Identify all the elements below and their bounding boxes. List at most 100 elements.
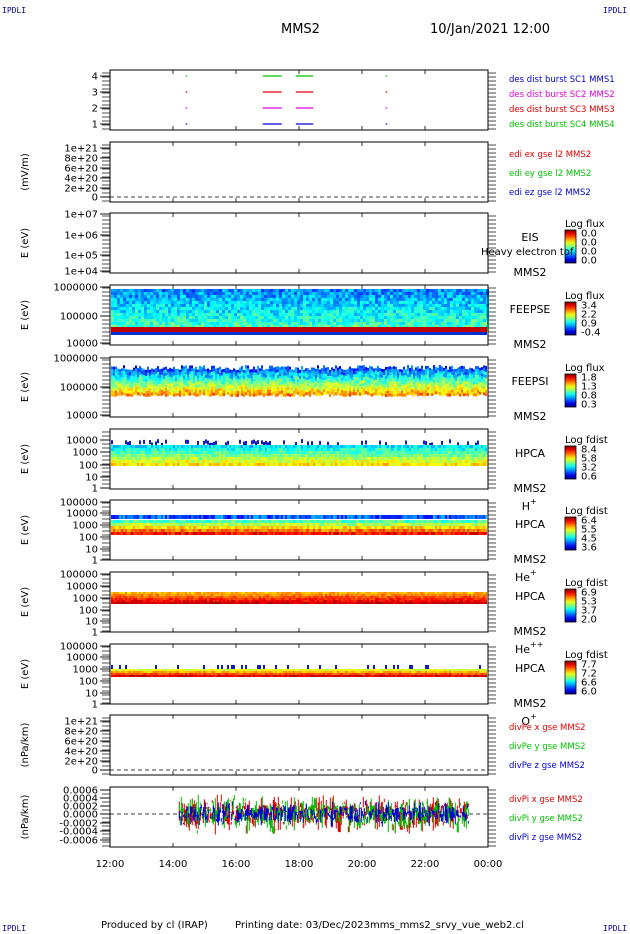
heatmap-cell	[231, 384, 233, 388]
heatmap-cell	[321, 316, 324, 319]
heatmap-cell	[151, 457, 153, 460]
heatmap-cell	[361, 368, 363, 372]
heatmap-cell	[485, 393, 487, 397]
heatmap-cell	[289, 457, 291, 460]
heatmap-cell	[193, 368, 195, 372]
heatmap-cell	[257, 377, 259, 381]
heatmap-cell	[231, 451, 233, 454]
heatmap-cell	[251, 440, 253, 445]
heatmap-cell	[237, 381, 239, 385]
heatmap-cell	[393, 372, 395, 376]
heatmap-cell	[125, 448, 127, 451]
heatmap-cell	[369, 380, 371, 384]
heatmap-cell	[117, 310, 120, 313]
heatmap-cell	[381, 304, 384, 307]
heatmap-cell	[468, 316, 471, 319]
heatmap-cell	[231, 313, 234, 316]
heatmap-cell	[240, 298, 243, 301]
heatmap-cell	[393, 316, 396, 319]
heatmap-cell	[135, 448, 137, 451]
heatmap-cell	[309, 298, 312, 301]
heatmap-cell	[441, 387, 443, 391]
heatmap-cell	[273, 289, 276, 292]
heatmap-cell	[229, 445, 231, 448]
heatmap-cell	[265, 448, 267, 451]
heatmap-cell	[393, 292, 396, 295]
heatmap-cell	[456, 307, 459, 310]
heatmap-cell	[389, 393, 391, 397]
heatmap-cell	[329, 460, 331, 463]
heatmap-cell	[209, 460, 211, 463]
heatmap-cell	[385, 448, 387, 451]
heatmap-cell	[261, 313, 264, 316]
heatmap-cell	[114, 322, 117, 325]
heatmap-cell	[441, 304, 444, 307]
heatmap-cell	[235, 384, 237, 388]
heatmap-cell	[469, 370, 471, 374]
heatmap-cell	[247, 383, 249, 387]
heatmap-cell	[393, 301, 396, 304]
heatmap-cell	[381, 292, 384, 295]
heatmap-cell	[198, 304, 201, 307]
heatmap-cell	[159, 451, 161, 454]
heatmap-cell	[341, 374, 343, 378]
heatmap-cell	[159, 322, 162, 325]
heatmap-cell	[229, 454, 231, 457]
heatmap-cell	[303, 304, 306, 307]
heatmap-cell	[119, 390, 121, 394]
heatmap-cell	[403, 451, 405, 454]
heatmap-cell	[147, 384, 149, 388]
heatmap-cell	[173, 390, 175, 394]
heatmap-cell	[275, 381, 277, 385]
heatmap-cell	[271, 454, 273, 457]
heatmap-cell	[409, 379, 411, 383]
heatmap-cell	[228, 307, 231, 310]
heatmap-cell	[253, 460, 255, 463]
heatmap-cell	[313, 373, 315, 377]
heatmap-cell	[258, 325, 261, 328]
heatmap-cell	[309, 381, 311, 385]
heatmap-cell	[401, 375, 403, 379]
heatmap-cell	[276, 298, 279, 301]
heatmap-cell	[239, 454, 241, 457]
heatmap-cell	[269, 440, 271, 445]
heatmap-cell	[483, 392, 485, 396]
heatmap-cell	[355, 368, 357, 372]
heatmap-cell	[318, 304, 321, 307]
y-tick-label: 1000000	[53, 283, 98, 294]
heatmap-cell	[455, 392, 457, 396]
heatmap-cell	[127, 393, 129, 397]
heatmap-cell	[251, 390, 253, 394]
heatmap-cell	[351, 289, 354, 292]
heatmap-cell	[269, 377, 271, 381]
heatmap-cell	[403, 390, 405, 394]
heatmap-cell	[425, 389, 427, 393]
heatmap-cell	[459, 384, 461, 388]
heatmap-cell	[444, 322, 447, 325]
heatmap-cell	[303, 292, 306, 295]
heatmap-cell	[389, 463, 391, 466]
heatmap-cell	[117, 383, 119, 387]
heatmap-cell	[469, 376, 471, 380]
heatmap-cell	[371, 372, 373, 376]
heatmap-cell	[381, 377, 383, 381]
heatmap-cell	[355, 454, 357, 457]
heatmap-cell	[111, 451, 113, 454]
heatmap-cell	[227, 451, 229, 454]
heatmap-cell	[193, 463, 195, 466]
heatmap-cell	[149, 375, 151, 379]
heatmap-cell	[221, 457, 223, 460]
heatmap-cell	[475, 372, 477, 376]
heatmap-cell	[204, 295, 207, 298]
heatmap-cell	[156, 325, 159, 328]
heatmap-cell	[235, 378, 237, 382]
heatmap-cell	[336, 298, 339, 301]
heatmap-cell	[402, 298, 405, 301]
heatmap-cell	[288, 292, 291, 295]
heatmap-cell	[228, 301, 231, 304]
heatmap-cell	[301, 451, 303, 454]
heatmap-cell	[155, 383, 157, 387]
heatmap-cell	[365, 370, 367, 374]
heatmap-cell	[324, 289, 327, 292]
heatmap-cell	[447, 301, 450, 304]
